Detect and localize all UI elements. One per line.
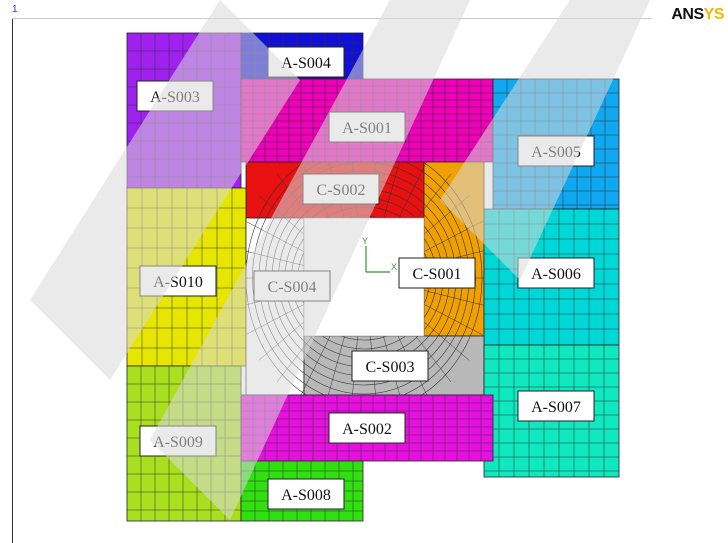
label-text: C-S003 <box>366 359 415 376</box>
radial-line <box>382 162 400 223</box>
label-box <box>351 350 429 382</box>
label-text: A-S004 <box>281 55 331 72</box>
window-number: 1 <box>12 4 18 15</box>
ansys-logo: ANSYS <box>671 6 724 24</box>
label-box <box>517 390 595 422</box>
label-text: A-S006 <box>531 266 581 283</box>
radial-line <box>422 289 484 306</box>
label-a-s006: A-S006 <box>517 257 595 289</box>
viewport-left-border <box>12 18 13 543</box>
radial-line <box>393 162 427 228</box>
x-axis-label: X <box>391 262 397 272</box>
viewport-top-border <box>12 18 652 19</box>
label-box <box>398 257 476 289</box>
label-box <box>328 412 406 444</box>
coordinate-triad: YX <box>362 236 397 273</box>
watermark-stripe <box>150 0 470 520</box>
label-a-s007: A-S007 <box>517 390 595 422</box>
logo-dark-part: ANS <box>671 6 704 23</box>
label-text: A-S002 <box>342 421 392 438</box>
label-text: A-S008 <box>281 487 331 504</box>
y-axis-label: Y <box>362 236 368 246</box>
label-a-s002: A-S002 <box>328 412 406 444</box>
radial-line <box>418 301 483 336</box>
label-text: C-S001 <box>413 266 462 283</box>
watermark-stripe <box>440 0 650 280</box>
logo-accent-part: YS <box>703 6 725 23</box>
radial-line <box>300 328 335 395</box>
label-c-s001: C-S001 <box>398 257 476 289</box>
label-text: A-S007 <box>531 399 581 416</box>
watermark-stripes <box>30 0 650 520</box>
watermark-stripe <box>30 0 300 380</box>
radial-line <box>328 333 346 395</box>
label-a-s008: A-S008 <box>267 478 345 510</box>
label-box <box>267 478 345 510</box>
label-c-s003: C-S003 <box>351 350 429 382</box>
